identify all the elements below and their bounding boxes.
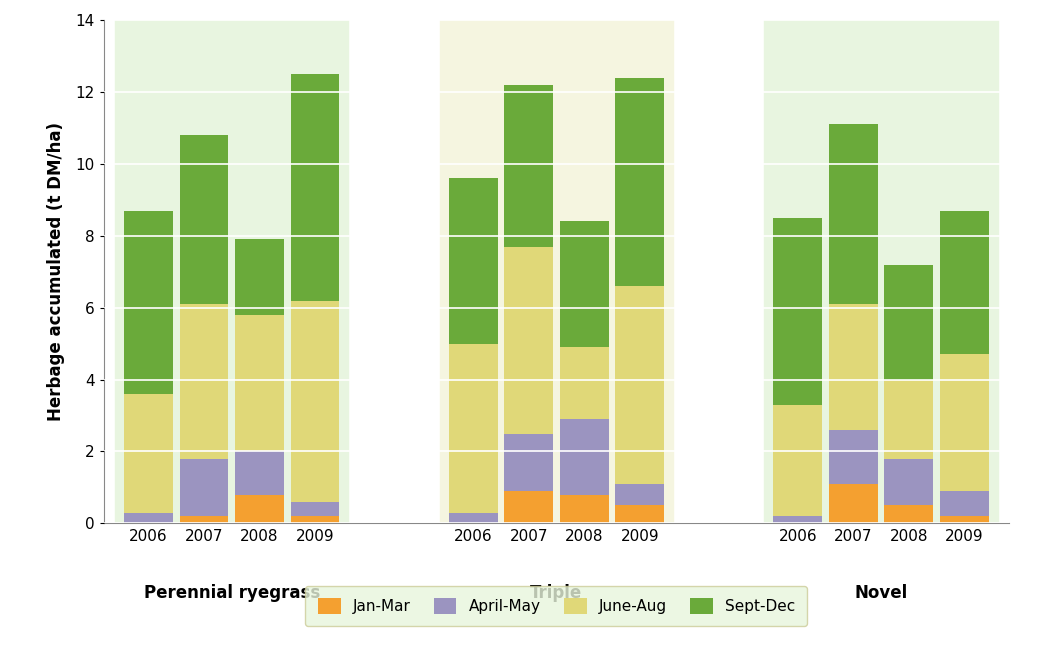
Bar — [124, 394, 173, 513]
Bar — [829, 484, 878, 523]
Bar — [180, 516, 229, 523]
Text: Triple: Triple — [530, 584, 582, 602]
Bar — [560, 495, 608, 523]
Bar — [940, 516, 989, 523]
Bar — [764, 20, 997, 523]
Bar — [504, 433, 553, 491]
Text: Perennial ryegrass: Perennial ryegrass — [144, 584, 320, 602]
Bar — [124, 513, 173, 523]
Bar — [115, 20, 348, 523]
Bar — [180, 304, 229, 459]
Bar — [829, 430, 878, 484]
Bar — [829, 124, 878, 304]
Bar — [884, 459, 933, 505]
Bar — [180, 135, 229, 304]
Bar — [235, 495, 284, 523]
Bar — [290, 502, 339, 516]
Bar — [616, 286, 665, 484]
Bar — [448, 513, 497, 523]
Bar — [504, 491, 553, 523]
Bar — [940, 491, 989, 516]
Bar — [560, 221, 608, 348]
Bar — [774, 516, 823, 523]
Bar — [124, 211, 173, 394]
Bar — [290, 301, 339, 502]
Bar — [884, 380, 933, 459]
Bar — [829, 304, 878, 430]
Bar — [774, 218, 823, 405]
Legend: Jan-Mar, April-May, June-Aug, Sept-Dec: Jan-Mar, April-May, June-Aug, Sept-Dec — [306, 586, 807, 627]
Bar — [448, 344, 497, 513]
Bar — [235, 240, 284, 315]
Bar — [290, 516, 339, 523]
Bar — [440, 20, 673, 523]
Bar — [504, 85, 553, 247]
Bar — [884, 264, 933, 380]
Bar — [616, 484, 665, 505]
Bar — [616, 78, 665, 286]
Bar — [560, 348, 608, 419]
Bar — [940, 211, 989, 354]
Bar — [774, 405, 823, 516]
Bar — [235, 315, 284, 452]
Bar — [940, 354, 989, 491]
Bar — [235, 452, 284, 495]
Bar — [884, 505, 933, 523]
Bar — [180, 459, 229, 516]
Bar — [290, 74, 339, 301]
Bar — [504, 247, 553, 433]
Bar — [448, 178, 497, 344]
Bar — [616, 505, 665, 523]
Text: Novel: Novel — [855, 584, 908, 602]
Bar — [560, 419, 608, 495]
Y-axis label: Herbage accumulated (t DM/ha): Herbage accumulated (t DM/ha) — [47, 122, 64, 421]
